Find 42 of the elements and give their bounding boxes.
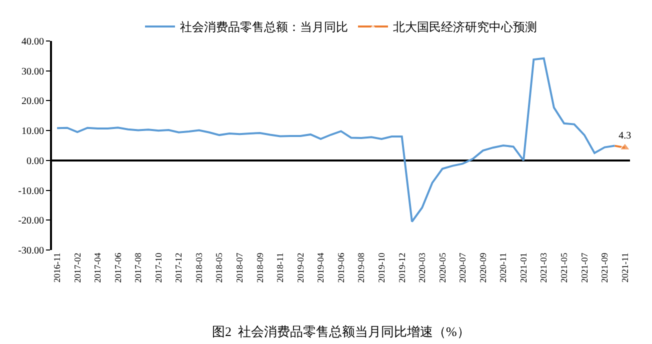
x-tick-label: 2021-01 bbox=[518, 252, 528, 283]
y-tick-label: 30.00 bbox=[22, 66, 44, 78]
x-tick-label: 2018-11 bbox=[275, 252, 286, 282]
x-tick-label: 2019-12 bbox=[396, 252, 407, 283]
x-tick-label: 2019-06 bbox=[336, 252, 346, 283]
x-tick-label: 2018-03 bbox=[194, 252, 204, 283]
y-tick-label: -30.00 bbox=[18, 246, 44, 256]
x-tick-label: 2021-09 bbox=[600, 252, 610, 283]
x-tick-label: 2020-09 bbox=[478, 252, 488, 283]
x-tick-label: 2018-09 bbox=[254, 252, 265, 283]
x-tick-label: 2018-05 bbox=[214, 252, 224, 283]
x-tick-label: 2019-08 bbox=[356, 252, 366, 283]
x-tick-label: 2016-11 bbox=[52, 252, 62, 282]
y-tick-label: 0.00 bbox=[26, 156, 44, 167]
x-tick-label: 2017-06 bbox=[112, 252, 123, 283]
x-tick-label: 2017-02 bbox=[72, 252, 82, 283]
x-tick-label: 2017-12 bbox=[174, 252, 184, 283]
y-tick-label: 40.00 bbox=[22, 36, 44, 48]
x-tick-label: 2020-03 bbox=[417, 252, 428, 283]
caption: 图2 社会消费品零售总额当月同比增速（%） bbox=[212, 324, 470, 339]
x-tick-label: 2018-07 bbox=[234, 252, 245, 283]
x-tick-label: 2020-05 bbox=[437, 252, 448, 283]
x-tick-label: 2019-04 bbox=[316, 252, 326, 283]
y-tick-label: 10.00 bbox=[22, 126, 44, 138]
x-tick-label: 2017-08 bbox=[133, 252, 144, 283]
x-tick-label: 2021-05 bbox=[559, 252, 570, 283]
x-tick-label: 2017-10 bbox=[153, 252, 164, 283]
x-tick-label: 2017-04 bbox=[92, 252, 103, 283]
x-tick-label: 2020-07 bbox=[458, 252, 468, 283]
y-tick-label: 20.00 bbox=[22, 96, 44, 108]
data-label: 4.3 bbox=[618, 130, 632, 142]
x-tick-label: 2021-07 bbox=[579, 252, 590, 283]
line-series bbox=[56, 57, 616, 223]
y-tick-label: -10.00 bbox=[18, 186, 44, 197]
x-tick-label: 2020-11 bbox=[498, 252, 508, 282]
x-tick-label: 2021-03 bbox=[538, 252, 549, 283]
legend-label: 社会消费品零售总额：当月同比 bbox=[180, 20, 348, 34]
x-tick-label: 2019-10 bbox=[376, 252, 386, 283]
x-tick-label: 2021-11 bbox=[620, 252, 630, 282]
legend-label: 北大国民经济研究中心预测 bbox=[393, 20, 537, 34]
y-tick-label: -20.00 bbox=[18, 216, 44, 227]
x-tick-label: 2019-02 bbox=[295, 252, 306, 283]
